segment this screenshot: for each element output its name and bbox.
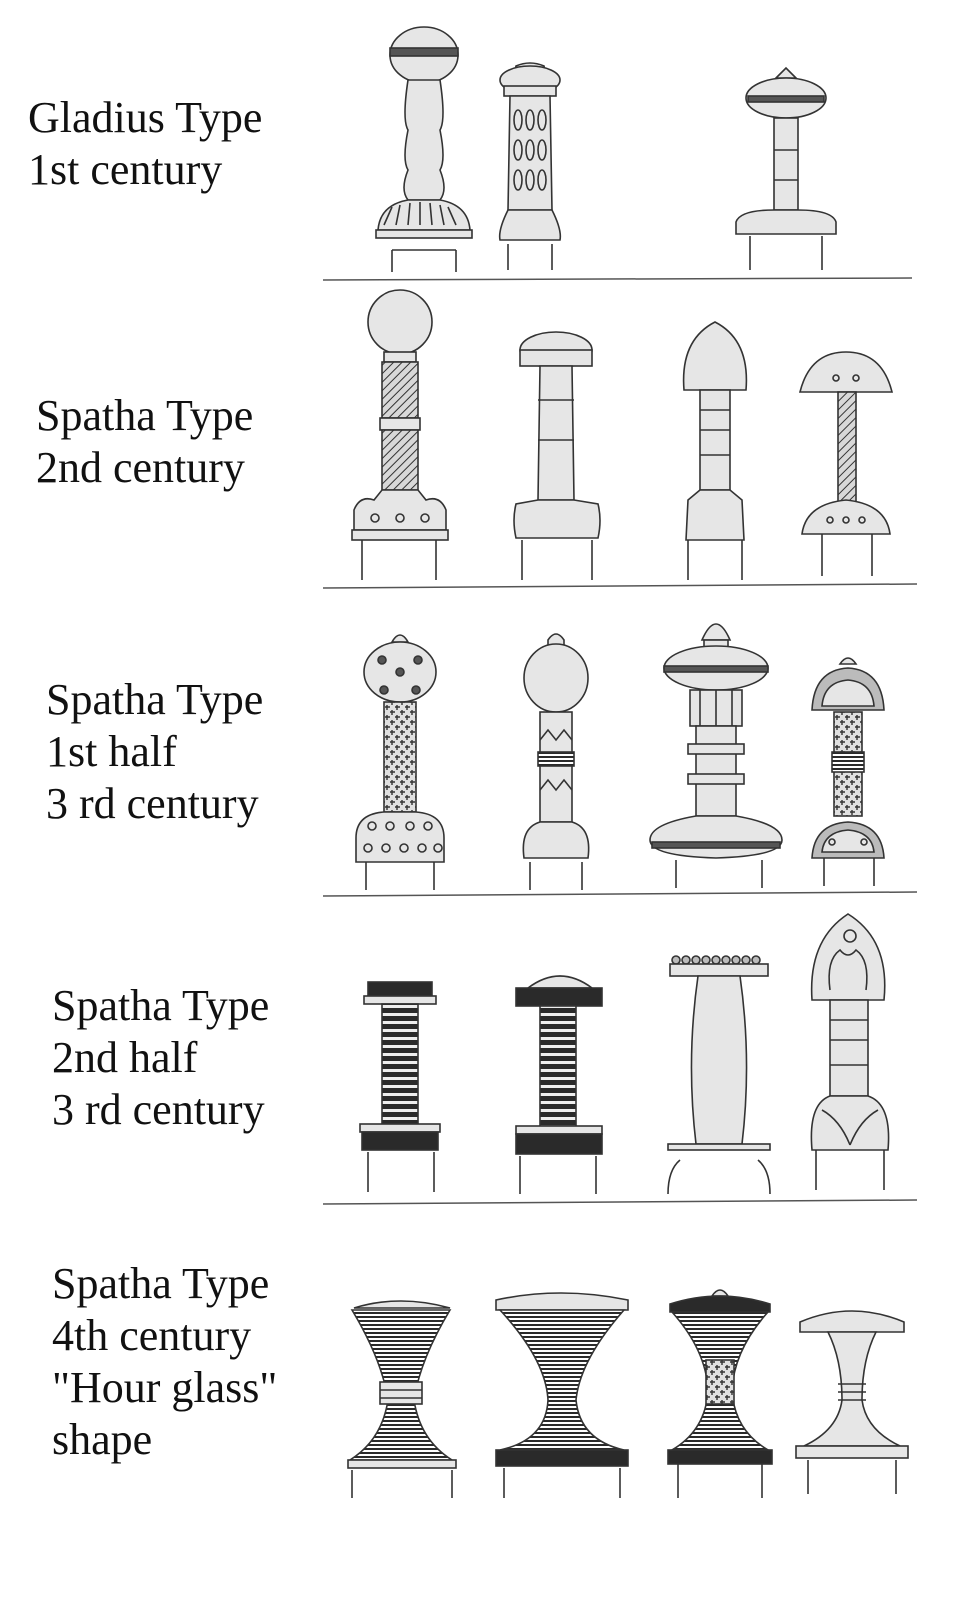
label-line: Spatha Type <box>52 1259 270 1308</box>
spatha-4th-hilt-2 <box>495 1292 629 1498</box>
label-line: Spatha Type <box>46 675 264 724</box>
gladius-hilt-3 <box>735 66 837 270</box>
label-line: "Hour glass" <box>52 1363 278 1412</box>
label-line: 2nd half <box>52 1033 198 1082</box>
label-line: 1st century <box>28 145 223 194</box>
spatha-4th-hilt-4 <box>795 1310 909 1494</box>
spatha-2nd-hilt-4 <box>798 351 894 576</box>
spatha-3rd-late-hilt-1 <box>359 981 441 1192</box>
row-label-gladius-1st-century: Gladius Type 1st century <box>28 92 262 196</box>
spatha-3rd-late-hilt-3 <box>667 955 771 1195</box>
row-label-spatha-1st-half-3rd-century: Spatha Type 1st half 3 rd century <box>46 674 263 830</box>
row-label-spatha-2nd-century: Spatha Type 2nd century <box>36 390 253 494</box>
label-line: 3 rd century <box>46 779 259 828</box>
row-dividers <box>322 277 918 1205</box>
spatha-2nd-hilt-2 <box>513 331 601 580</box>
label-line: Spatha Type <box>52 981 270 1030</box>
divider-4 <box>322 1199 918 1205</box>
spatha-3rd-early-hilt-1 <box>355 634 445 890</box>
label-line: shape <box>52 1415 153 1464</box>
gladius-hilt-1 <box>375 26 473 272</box>
label-line: 3 rd century <box>52 1085 265 1134</box>
spatha-3rd-early-hilt-4 <box>811 657 885 886</box>
label-line: Spatha Type <box>36 391 254 440</box>
spatha-4th-hilt-1 <box>347 1300 457 1498</box>
label-line: 2nd century <box>36 443 245 492</box>
divider-1 <box>322 277 913 281</box>
row-label-spatha-4th-century-hour-glass: Spatha Type 4th century "Hour glass" sha… <box>52 1258 277 1466</box>
spatha-3rd-late-hilt-4 <box>810 913 890 1190</box>
spatha-2nd-hilt-3 <box>682 321 748 580</box>
label-line: 4th century <box>52 1311 252 1360</box>
spatha-3rd-early-hilt-3 <box>649 623 783 888</box>
spatha-2nd-hilt-1 <box>351 289 449 580</box>
spatha-3rd-early-hilt-2 <box>522 633 590 890</box>
gladius-hilt-2 <box>498 62 562 270</box>
divider-2 <box>322 583 918 589</box>
spatha-4th-hilt-3 <box>667 1289 773 1498</box>
divider-3 <box>322 891 918 897</box>
label-line: Gladius Type <box>28 93 263 142</box>
spatha-3rd-late-hilt-2 <box>515 975 603 1194</box>
label-line: 1st half <box>46 727 177 776</box>
row-label-spatha-2nd-half-3rd-century: Spatha Type 2nd half 3 rd century <box>52 980 269 1136</box>
